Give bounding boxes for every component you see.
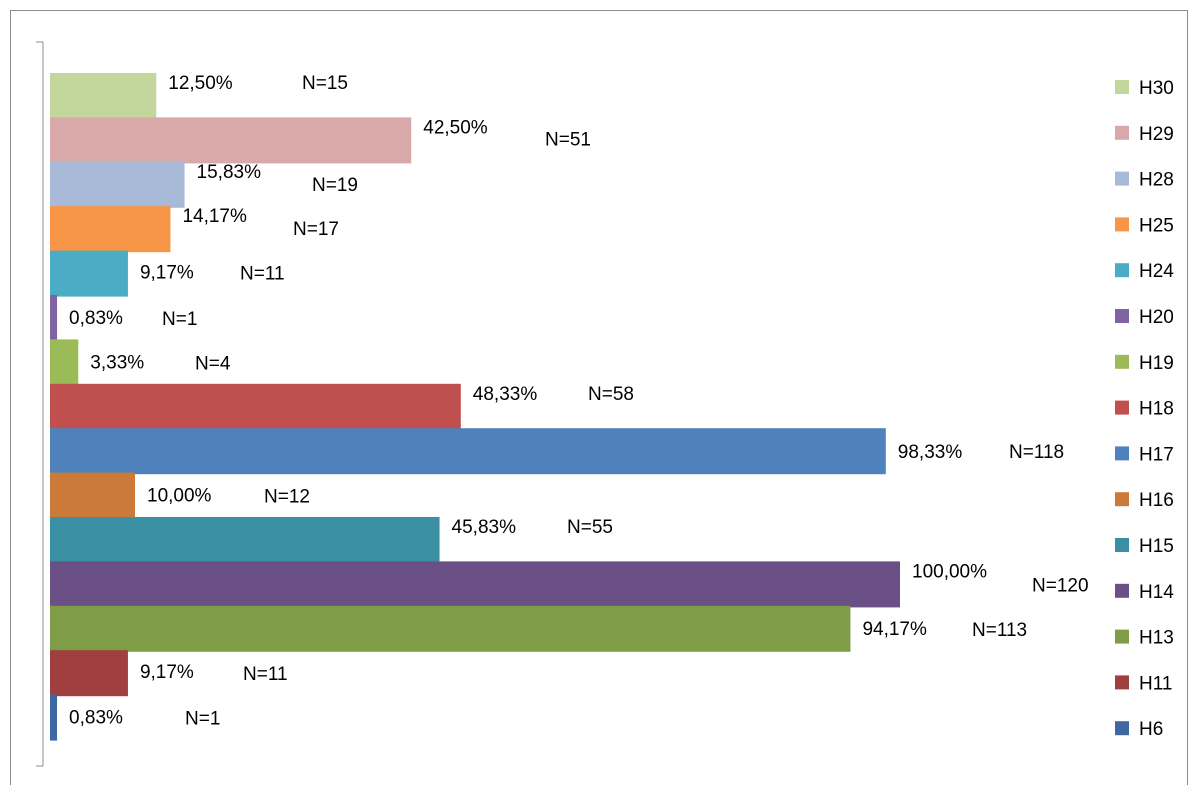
y-axis — [36, 41, 44, 767]
percent-label-h20: 0,83% — [69, 308, 123, 329]
percent-label-h28: 15,83% — [197, 162, 262, 183]
legend-label-h18: H18 — [1139, 399, 1174, 420]
legend-swatch-h13 — [1115, 629, 1129, 644]
percent-label-h13: 94,17% — [862, 619, 927, 640]
n-label-h24: N=11 — [240, 264, 285, 285]
bar-h16 — [50, 472, 135, 519]
n-label-h13: N=113 — [972, 620, 1027, 641]
legend-swatch-h25 — [1115, 217, 1129, 232]
bar-h6 — [50, 694, 58, 741]
legend-swatch-h15 — [1115, 538, 1129, 552]
bar-h29 — [50, 117, 412, 164]
bar-h28 — [50, 161, 185, 208]
n-label-h18: N=58 — [588, 384, 634, 405]
bar-h24 — [50, 250, 128, 297]
bar-h14 — [50, 561, 900, 608]
legend-swatch-h30 — [1115, 80, 1129, 94]
percent-label-h6: 0,83% — [69, 708, 123, 729]
n-label-h20: N=1 — [162, 309, 197, 330]
legend-label-h11: H11 — [1139, 673, 1172, 694]
percent-label-h15: 45,83% — [452, 517, 517, 538]
legend-label-h25: H25 — [1139, 215, 1174, 236]
bar-h17 — [50, 428, 886, 475]
bar-group — [50, 73, 900, 741]
n-label-h16: N=12 — [264, 487, 310, 508]
n-label-h29: N=51 — [545, 129, 591, 150]
percent-label-h29: 42,50% — [423, 117, 488, 138]
legend-label-h14: H14 — [1139, 582, 1174, 603]
percent-label-h25: 14,17% — [182, 206, 247, 227]
n-label-h11: N=11 — [243, 664, 288, 685]
percent-label-h11: 9,17% — [140, 662, 194, 683]
legend-label-h29: H29 — [1139, 124, 1174, 145]
legend-swatch-h20 — [1115, 309, 1129, 323]
chart-frame — [10, 10, 1188, 785]
legend-label-h24: H24 — [1139, 261, 1174, 282]
bar-h18 — [50, 383, 461, 430]
legend-swatch-h28 — [1115, 171, 1129, 186]
legend-swatch-h14 — [1115, 583, 1129, 598]
legend-swatch-h11 — [1115, 675, 1129, 690]
n-label-h6: N=1 — [185, 709, 220, 730]
n-label-h17: N=118 — [1009, 442, 1064, 463]
bar-h30 — [50, 73, 157, 119]
bar-h13 — [50, 605, 851, 652]
legend-swatch-h18 — [1115, 400, 1129, 415]
bar-h15 — [50, 517, 440, 563]
legend-label-h15: H15 — [1139, 536, 1174, 557]
legend-label-h16: H16 — [1139, 490, 1174, 511]
legend-label-h20: H20 — [1139, 307, 1174, 328]
percent-label-h17: 98,33% — [898, 442, 963, 463]
legend-label-h28: H28 — [1139, 170, 1174, 191]
n-label-h19: N=4 — [195, 353, 231, 374]
n-label-h14: N=120 — [1032, 575, 1089, 596]
legend-swatch-h17 — [1115, 446, 1129, 461]
legend-label-h19: H19 — [1139, 353, 1174, 374]
n-label-h15: N=55 — [567, 517, 613, 538]
legend-label-h17: H17 — [1139, 444, 1174, 465]
n-label-h25: N=17 — [293, 219, 339, 240]
n-label-h30: N=15 — [302, 73, 348, 94]
percent-label-h14: 100,00% — [912, 561, 987, 582]
legend-label-h13: H13 — [1139, 628, 1174, 649]
legend-label-h6: H6 — [1139, 719, 1163, 740]
legend: H30 H29 H28 H25 H24 H20 H19 H18 H17 H16 H15 H14 H13 H… — [1115, 78, 1174, 740]
legend-swatch-h29 — [1115, 125, 1129, 140]
percent-label-h18: 48,33% — [473, 384, 538, 405]
bar-h20 — [50, 295, 58, 341]
legend-label-h30: H30 — [1139, 78, 1174, 99]
percent-label-h19: 3,33% — [90, 352, 144, 373]
legend-swatch-h24 — [1115, 263, 1129, 278]
bar-h11 — [50, 650, 128, 697]
percent-label-h30: 12,50% — [168, 73, 233, 94]
label-group: 12,50% N=15 42,50% N=51 15,83% N=19 14,17% N=17… — [69, 73, 1088, 730]
percent-label-h24: 9,17% — [140, 263, 194, 284]
bar-h19 — [50, 339, 79, 386]
n-label-h28: N=19 — [312, 175, 358, 196]
legend-swatch-h16 — [1115, 492, 1129, 507]
bar-h25 — [50, 206, 171, 253]
legend-swatch-h6 — [1115, 721, 1129, 736]
legend-swatch-h19 — [1115, 354, 1129, 369]
percent-label-h16: 10,00% — [147, 486, 212, 507]
